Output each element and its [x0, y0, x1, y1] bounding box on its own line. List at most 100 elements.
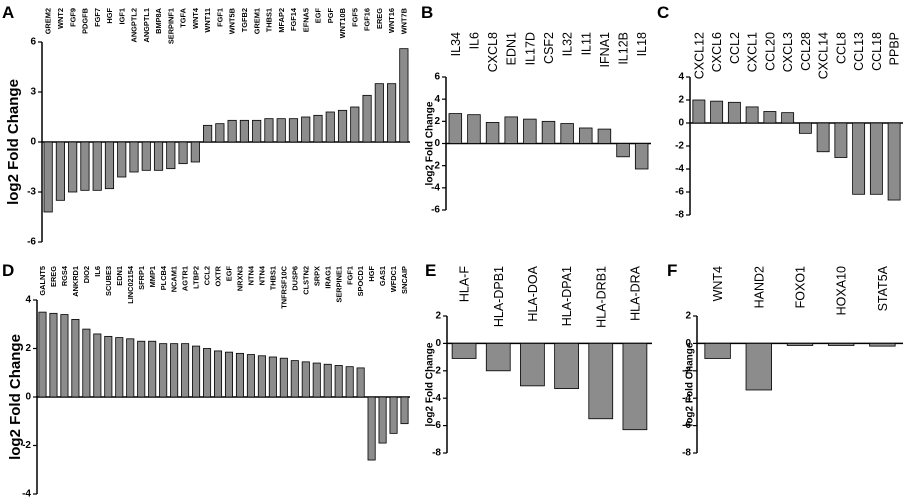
- bar-ccl13: [852, 122, 866, 195]
- bar-wnt5b: [227, 119, 237, 143]
- y-axis-label: log2 Fold Change: [7, 334, 24, 460]
- bar-mfap2: [276, 118, 286, 143]
- category-label: SRPX: [312, 266, 321, 286]
- bar-stat5a: [869, 342, 896, 347]
- bar-il34: [448, 113, 463, 144]
- category-label: GREM2: [44, 8, 53, 34]
- bar-wnt4: [704, 342, 731, 359]
- category-label: IGF1: [117, 8, 126, 24]
- y-tick-label: 6: [434, 72, 440, 83]
- category-label: OXTR: [214, 265, 223, 286]
- category-label: SCUBE3: [104, 266, 113, 296]
- category-label: SERPINE1: [334, 266, 343, 303]
- category-label: TGFA: [179, 7, 188, 27]
- y-tick-label: -2: [431, 160, 440, 171]
- y-tick-label: -2: [22, 440, 31, 451]
- bar-hla-doa: [520, 342, 545, 387]
- y-tick-label: -4: [432, 393, 441, 404]
- bar-bmp8a: [153, 141, 164, 171]
- bar-tgfb2: [239, 119, 249, 143]
- bar-ccl28: [798, 122, 812, 134]
- category-label: WNT7B: [399, 8, 408, 34]
- y-tick-label: 2: [685, 311, 691, 322]
- bar-gas1: [378, 396, 387, 444]
- bar-oxtr: [213, 350, 223, 398]
- category-label: SERPINF1: [166, 8, 175, 44]
- panel-letter: B: [421, 3, 433, 22]
- bar-hla-dpa1: [554, 342, 579, 390]
- category-label: SFRP1: [137, 266, 146, 290]
- bar-cxcl6: [710, 100, 724, 124]
- category-label: WFDC1: [389, 266, 398, 292]
- category-label: CXCL6: [710, 32, 724, 72]
- y-axis-label: log2 Fold Change: [685, 342, 696, 426]
- bar-ntn4: [257, 355, 266, 398]
- y-axis-label: log2 Fold Change: [425, 101, 436, 185]
- bar-hla-f: [451, 342, 477, 359]
- panel-letter: D: [2, 261, 14, 280]
- category-label: FOXO1: [794, 266, 808, 308]
- bar-tgfa: [178, 141, 188, 165]
- bar-rgs4: [60, 314, 69, 398]
- panel-letter: F: [667, 261, 677, 280]
- category-label: LTBP2: [192, 266, 201, 289]
- category-label: FGF5: [350, 8, 359, 27]
- bar-edn1: [504, 116, 518, 144]
- category-label: TNFRSF10C: [279, 265, 288, 308]
- category-label: HGF: [105, 8, 114, 24]
- bar-plcb4: [159, 343, 168, 398]
- bar-ereg: [374, 83, 384, 143]
- category-label: IFNA1: [598, 32, 612, 67]
- y-tick-label: 4: [678, 72, 684, 83]
- category-label: WNT11: [203, 8, 212, 33]
- category-label: GALNT5: [38, 266, 47, 296]
- bar-fgf16: [362, 94, 372, 143]
- bar-grem2: [43, 141, 53, 213]
- category-label: WNT16: [387, 8, 396, 33]
- category-label: BMP8A: [154, 7, 163, 34]
- y-tick-label: 2: [678, 95, 684, 106]
- bar-il11: [579, 127, 593, 144]
- category-label: PPBP: [888, 32, 902, 65]
- category-label: FGF16: [363, 8, 372, 31]
- category-label: MFAP2: [277, 8, 286, 33]
- bar-wnt10b: [337, 109, 348, 143]
- category-label: CCL18: [870, 32, 884, 71]
- bar-fgf5: [350, 106, 360, 143]
- category-label: HLA-DOA: [526, 265, 540, 321]
- y-tick-label: 2: [25, 343, 31, 354]
- category-label: CCL2: [728, 32, 742, 64]
- category-label: WNT5B: [228, 8, 237, 34]
- y-tick-label: -2: [675, 141, 684, 152]
- y-tick-label: -2: [682, 365, 691, 376]
- category-label: CSF2: [542, 32, 556, 64]
- category-label: EGF: [225, 266, 234, 282]
- category-label: FGF1: [345, 266, 354, 285]
- category-label: WNT10B: [338, 8, 347, 38]
- bar-serpine1: [334, 365, 343, 398]
- bar-hoxa10: [828, 342, 855, 346]
- bar-il17d: [523, 118, 537, 144]
- y-tick-label: -6: [432, 420, 441, 431]
- bar-egf: [224, 351, 234, 398]
- category-label: CLSTN2: [301, 266, 310, 295]
- bar-linc02154: [126, 338, 135, 398]
- bar-spocd1: [356, 367, 365, 398]
- category-label: GREM1: [252, 8, 261, 34]
- y-tick-label: -3: [27, 187, 36, 198]
- y-axis-label: log2 Fold Change: [425, 342, 436, 426]
- y-tick-label: -8: [682, 448, 691, 459]
- category-label: FGF14: [289, 7, 298, 31]
- panel-letter: A: [2, 3, 14, 22]
- bar-serpinf1: [166, 141, 176, 170]
- bar-sfrp1: [137, 340, 146, 398]
- category-label: CCL8: [834, 32, 848, 64]
- bar-scube3: [104, 335, 113, 398]
- category-label: MMP1: [148, 266, 157, 287]
- category-label: WNT2: [56, 8, 65, 29]
- bar-ccl2: [727, 101, 741, 124]
- bar-dusp6: [290, 360, 299, 398]
- y-tick-label: -4: [22, 489, 31, 500]
- bar-cxcl14: [816, 122, 830, 153]
- bar-fgf1: [345, 366, 354, 398]
